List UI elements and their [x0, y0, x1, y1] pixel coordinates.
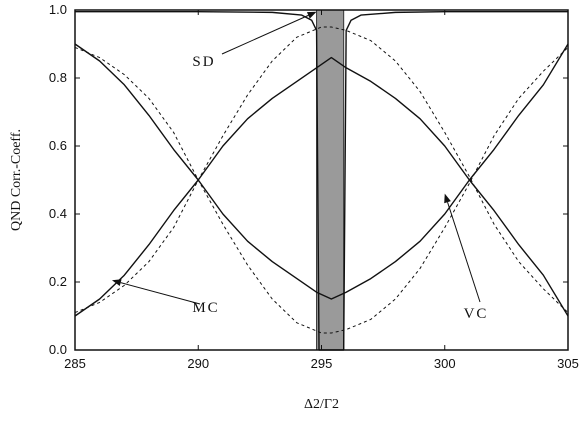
- x-axis-label: Δ2/Γ2: [304, 397, 339, 412]
- y-tick-label: 0.4: [49, 206, 67, 221]
- annotation-label-mc: MC: [192, 300, 219, 316]
- y-ticks: 0.0 0.2 0.4 0.6 0.8 1.0: [49, 2, 568, 357]
- shaded-region: [316, 9, 345, 351]
- series-line-vc: [74, 43, 569, 300]
- annotation-label-sd: SD: [192, 54, 215, 70]
- x-tick-label: 290: [187, 356, 209, 371]
- annotation-label-vc: VC: [464, 306, 489, 322]
- x-ticks: 285 290 295 300 305: [64, 10, 579, 371]
- x-tick-label: 285: [64, 356, 86, 371]
- series-line-dashed-4: [74, 46, 569, 334]
- annotation-arrow-vc: [447, 202, 481, 303]
- x-tick-label: 305: [557, 356, 579, 371]
- y-tick-label: 1.0: [49, 2, 67, 17]
- x-tick-label: 300: [434, 356, 456, 371]
- annotation-arrow-sd: [221, 14, 309, 55]
- y-tick-label: 0.0: [49, 342, 67, 357]
- annotation-arrow-mc: [120, 282, 201, 305]
- annotation-arrowhead-mc: [111, 279, 122, 287]
- y-tick-label: 0.8: [49, 70, 67, 85]
- annotations-layer: SD MC VC: [111, 11, 489, 322]
- x-tick-label: 295: [311, 356, 333, 371]
- y-tick-label: 0.6: [49, 138, 67, 153]
- y-axis-label: QND Corr.-Coeff.: [9, 129, 24, 231]
- annotation-arrowhead-sd: [306, 11, 317, 19]
- series-line-mc: [74, 56, 569, 317]
- y-tick-label: 0.2: [49, 274, 67, 289]
- shaded-region-layer: [316, 9, 345, 351]
- series-line-dashed-3: [74, 26, 569, 314]
- annotation-arrowhead-vc: [444, 193, 451, 204]
